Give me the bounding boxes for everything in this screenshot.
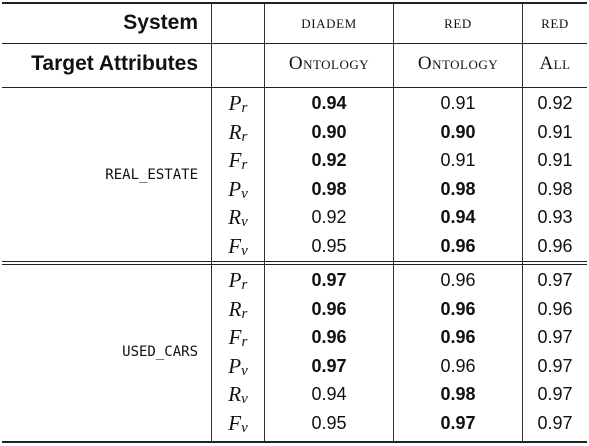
- target-attributes-header-label: Target Attributes: [31, 52, 198, 75]
- metric-symbol: P: [228, 176, 242, 201]
- col-divider-3: [393, 4, 394, 441]
- metric-symbol: R: [228, 382, 242, 406]
- value-cell: 0.96: [440, 327, 476, 347]
- value-cell: 0.91: [537, 150, 573, 170]
- value-cell: 0.96: [440, 298, 476, 319]
- metric-symbol: F: [228, 148, 242, 172]
- metric-symbol: R: [228, 296, 242, 321]
- metric-symbol: R: [228, 119, 242, 144]
- metric-subscript: v: [241, 419, 248, 436]
- col-divider-4: [522, 4, 523, 441]
- metric-label: Fv: [212, 232, 264, 260]
- value-cell: 0.91: [440, 93, 476, 113]
- value-cell: 0.90: [440, 121, 476, 142]
- metric-symbol: R: [228, 205, 242, 229]
- value-cell: 0.94: [311, 384, 347, 404]
- value-cell: 0.97: [537, 270, 573, 290]
- header-bottom-rule: [2, 87, 587, 88]
- metric-subscript: r: [241, 277, 248, 293]
- metric-subscript: r: [241, 100, 248, 116]
- value-cell: 0.98: [537, 178, 573, 199]
- value-cell: 0.97: [537, 327, 573, 347]
- value-cell: 0.95: [311, 235, 347, 256]
- col-divider-2: [264, 4, 265, 441]
- col-divider-1: [211, 4, 212, 441]
- metric-subscript: r: [241, 157, 248, 173]
- group-label-used-cars: USED_CARS: [122, 343, 198, 360]
- value-cell: 0.96: [440, 235, 476, 256]
- value-cell: 0.94: [311, 93, 347, 113]
- metric-label: Pv: [212, 175, 264, 203]
- value-cell: 0.97: [537, 384, 573, 404]
- target-ontology-1: Ontology: [288, 53, 370, 74]
- metric-symbol: F: [228, 325, 242, 349]
- value-cell: 0.90: [311, 121, 347, 142]
- top-rule: [2, 2, 587, 4]
- system-header-label: System: [123, 11, 198, 34]
- metric-subscript: v: [241, 391, 248, 407]
- system-red-all: RED: [541, 12, 569, 33]
- metric-subscript: v: [241, 214, 248, 230]
- value-cell: 0.92: [311, 207, 347, 227]
- metric-label: Pv: [212, 352, 264, 380]
- value-cell: 0.93: [537, 207, 573, 227]
- metric-label: Rr: [212, 118, 264, 146]
- metric-label: Fr: [212, 323, 264, 351]
- value-cell: 0.96: [440, 355, 476, 376]
- metric-subscript: v: [241, 242, 248, 259]
- bottom-rule: [2, 441, 587, 443]
- group-separator-rule: [2, 261, 587, 262]
- metric-symbol: F: [228, 410, 242, 435]
- metric-symbol: P: [228, 91, 242, 115]
- value-cell: 0.98: [311, 178, 347, 199]
- value-cell: 0.95: [311, 412, 347, 433]
- value-cell: 0.96: [311, 327, 347, 347]
- metric-label: Rr: [212, 295, 264, 323]
- metric-symbol: F: [228, 233, 242, 258]
- value-cell: 0.91: [440, 150, 476, 170]
- metric-label: Rv: [212, 380, 264, 408]
- value-cell: 0.92: [537, 93, 573, 113]
- metric-label: Pr: [212, 266, 264, 294]
- metric-label: Pr: [212, 89, 264, 117]
- value-cell: 0.97: [537, 355, 573, 376]
- metric-subscript: r: [241, 128, 248, 145]
- value-cell: 0.97: [440, 412, 476, 433]
- metric-label: Rv: [212, 203, 264, 231]
- value-cell: 0.96: [537, 235, 573, 256]
- value-cell: 0.97: [311, 355, 347, 376]
- metric-label: Fv: [212, 409, 264, 437]
- value-cell: 0.98: [440, 178, 476, 199]
- value-cell: 0.96: [311, 298, 347, 319]
- value-cell: 0.97: [311, 270, 347, 290]
- metric-subscript: v: [241, 185, 248, 202]
- group-separator-rule-2: [2, 264, 587, 265]
- value-cell: 0.91: [537, 121, 573, 142]
- metric-subscript: v: [241, 362, 248, 379]
- value-cell: 0.92: [311, 150, 347, 170]
- target-ontology-2: Ontology: [417, 53, 499, 74]
- group-label-real-estate: REAL_ESTATE: [105, 166, 198, 183]
- value-cell: 0.94: [440, 207, 476, 227]
- metric-label: Fr: [212, 146, 264, 174]
- value-cell: 0.98: [440, 384, 476, 404]
- value-cell: 0.96: [537, 298, 573, 319]
- value-cell: 0.96: [440, 270, 476, 290]
- metric-subscript: r: [241, 305, 248, 322]
- target-all: All: [539, 53, 571, 74]
- value-cell: 0.97: [537, 412, 573, 433]
- system-diadem: DIADEM: [301, 12, 357, 33]
- metric-symbol: P: [228, 353, 242, 378]
- metric-symbol: P: [228, 268, 242, 292]
- header-separator-rule: [2, 43, 587, 44]
- system-red-ontology: RED: [444, 12, 472, 33]
- metric-subscript: r: [241, 334, 248, 350]
